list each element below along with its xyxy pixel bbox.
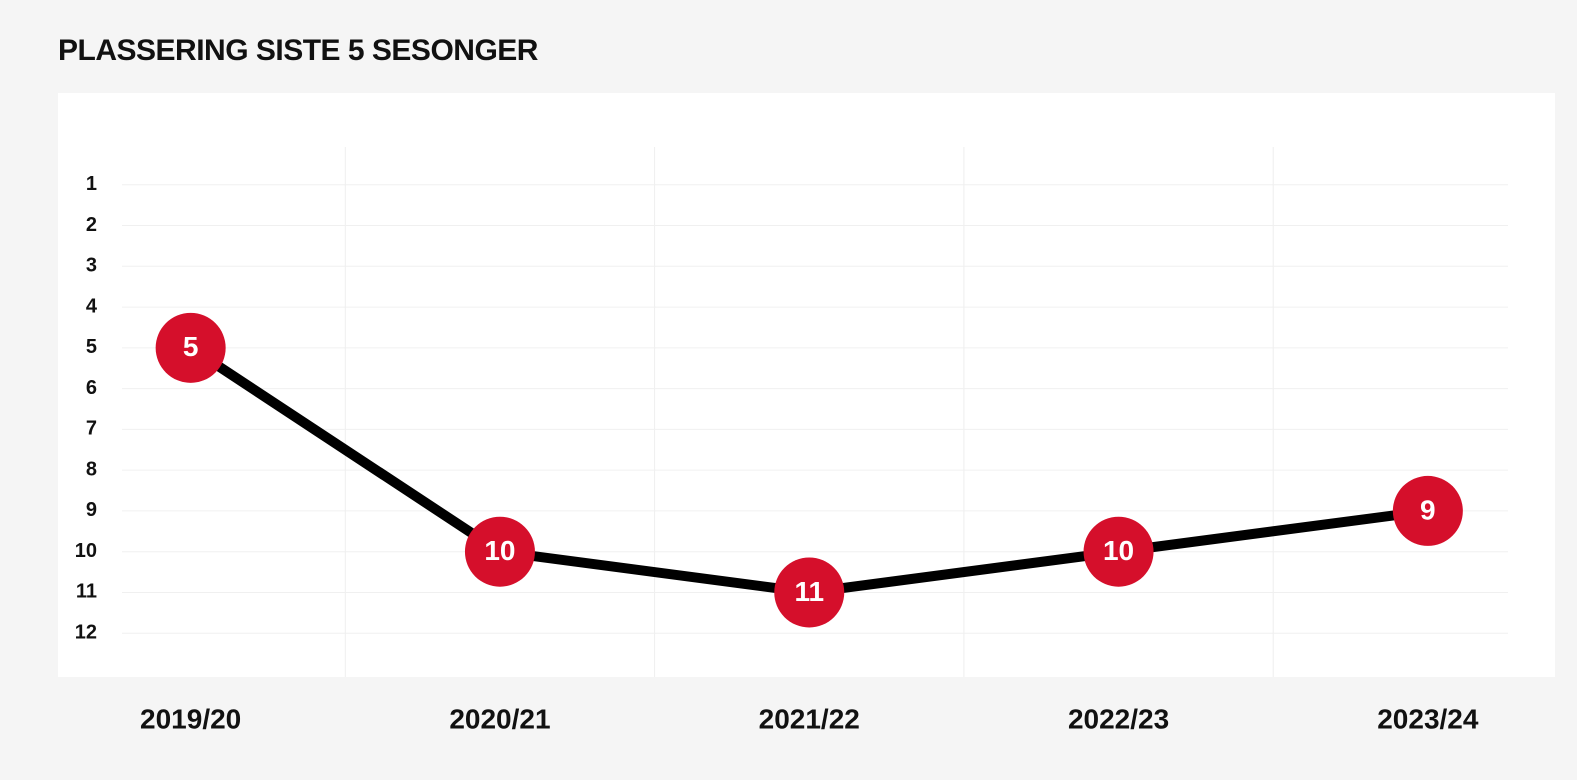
y-tick-label: 6: [86, 377, 97, 399]
point-marker: [155, 312, 226, 383]
y-tick-label: 4: [86, 295, 98, 317]
point-marker: [464, 516, 535, 587]
y-tick-label: 3: [86, 255, 97, 277]
x-tick-label: 2021/22: [759, 703, 860, 734]
point-marker: [1392, 475, 1463, 546]
data-label: 10: [484, 535, 515, 566]
data-label: 11: [794, 576, 824, 607]
data-label: 10: [1103, 535, 1134, 566]
data-label: 5: [183, 331, 199, 362]
y-tick-label: 8: [86, 458, 97, 480]
point-marker: [1083, 516, 1154, 587]
y-tick-label: 2: [86, 214, 97, 236]
y-tick-label: 1: [86, 173, 97, 195]
series: 5 10 11 10 9: [155, 312, 1463, 628]
y-tick-label: 9: [86, 499, 97, 521]
chart-title: PLASSERING SISTE 5 SESONGER: [58, 34, 539, 67]
x-tick-label: 2023/24: [1377, 703, 1479, 734]
y-tick-label: 7: [86, 418, 97, 440]
x-tick-label: 2020/21: [449, 703, 550, 734]
x-tick-label: 2022/23: [1068, 703, 1169, 734]
x-tick-label: 2019/20: [140, 703, 241, 734]
y-tick-label: 11: [76, 581, 97, 603]
data-label: 9: [1420, 494, 1436, 525]
y-tick-label: 10: [75, 540, 97, 562]
y-tick-label: 12: [75, 622, 97, 644]
y-tick-label: 5: [86, 336, 97, 358]
point-marker: [774, 557, 845, 628]
